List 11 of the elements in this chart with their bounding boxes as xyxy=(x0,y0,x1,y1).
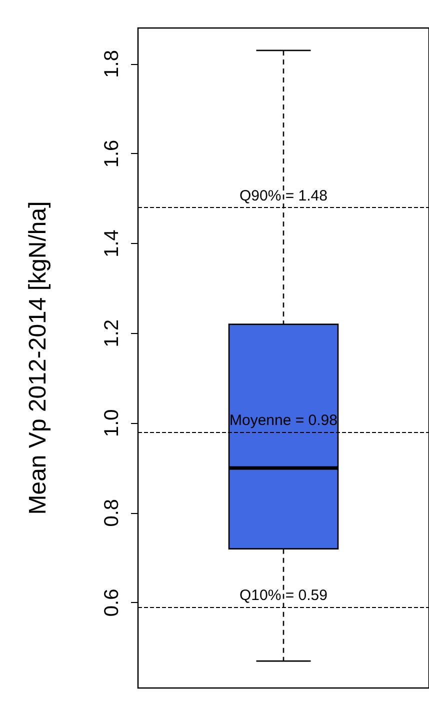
y-tick-label: 1.2 xyxy=(101,319,123,348)
y-tick-label: 0.8 xyxy=(101,498,123,527)
ref-line-label: Q90% = 1.48 xyxy=(240,188,328,205)
ref-line-label: Moyenne = 0.98 xyxy=(230,412,338,430)
y-tick-label: 0.6 xyxy=(101,588,123,617)
y-axis-title: Mean Vp 2012-2014 [kgN/ha] xyxy=(24,201,52,515)
y-tick-label: 1.0 xyxy=(101,409,123,438)
y-tick-label: 1.8 xyxy=(101,50,123,78)
y-tick-label: 1.6 xyxy=(101,140,123,168)
y-tick-label: 1.4 xyxy=(101,230,123,258)
ref-line-label: Q10% = 0.59 xyxy=(240,587,328,604)
